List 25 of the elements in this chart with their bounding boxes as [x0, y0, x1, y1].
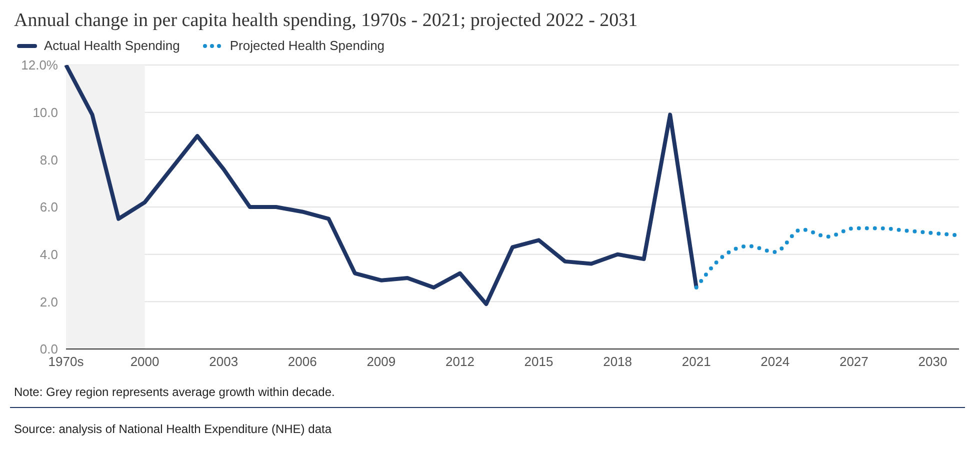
x-tick-label: 2000 — [130, 354, 160, 370]
x-tick-label: 2027 — [839, 354, 868, 370]
x-tick-label: 2015 — [524, 354, 554, 370]
x-tick-label: 2030 — [918, 354, 948, 370]
y-tick-label: 12.0% — [21, 58, 58, 73]
x-tick-label: 2024 — [760, 354, 790, 370]
legend-label: Actual Health Spending — [44, 38, 180, 53]
x-tick-label: 2021 — [682, 354, 711, 370]
source-note: Source: analysis of National Health Expenditure (NHE) data — [13, 421, 332, 438]
x-tick-label: 2006 — [288, 354, 317, 370]
x-tick-label: 2003 — [209, 354, 238, 370]
x-tick-label: 2012 — [446, 354, 474, 370]
y-tick-label: 6.0 — [40, 200, 58, 215]
text: Note: Grey region represents average growth within decade. — [13, 384, 336, 401]
chart-title: Annual change in per capita health spending, 1970s - 2021; projected 2022 - 2031 — [13, 9, 639, 33]
y-tick-label: 4.0 — [40, 246, 58, 262]
y-tick-label: 2.0 — [40, 294, 58, 310]
x-tick-label: 2009 — [366, 354, 396, 370]
y-tick-label: 10.0 — [32, 104, 58, 120]
legend-label: Projected Health Spending — [230, 38, 385, 53]
x-tick-label: 2018 — [603, 354, 632, 370]
y-tick-label: 0.0 — [40, 342, 58, 357]
line-series — [64, 65, 698, 306]
y-tick-label: 8.0 — [40, 152, 58, 168]
x-tick-label: 1970s — [48, 354, 84, 370]
